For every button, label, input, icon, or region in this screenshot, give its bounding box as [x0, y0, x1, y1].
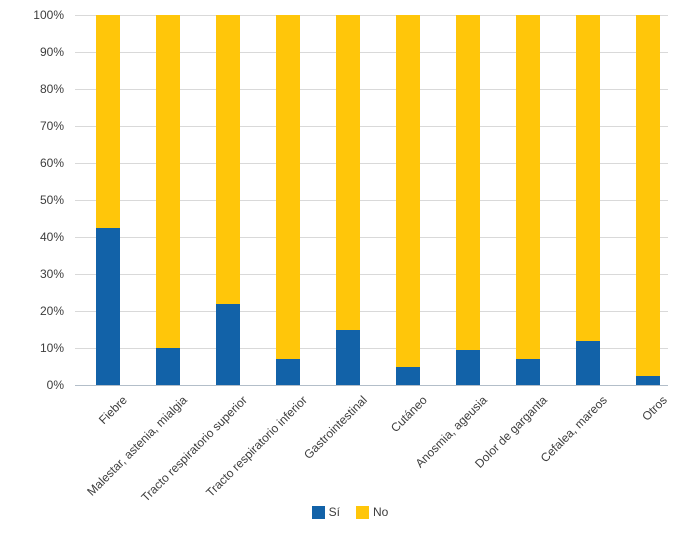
gridline-80 [75, 89, 668, 90]
legend-label-no: No [373, 505, 389, 519]
bar-segment-si-7 [515, 359, 540, 385]
gridline-30 [75, 274, 668, 275]
y-tick-label-20: 20% [39, 304, 64, 318]
bar-segment-si-3 [275, 359, 300, 385]
gridline-20 [75, 311, 668, 312]
bar-segment-si-8 [575, 340, 600, 385]
y-tick-label-90: 90% [39, 45, 64, 59]
y-tick-label-10: 10% [39, 341, 64, 355]
bar-segment-si-6 [455, 349, 480, 385]
y-tick-label-60: 60% [39, 156, 64, 170]
plot-area [75, 15, 668, 386]
legend-item-si: Sí [311, 505, 340, 519]
bar-segment-si-0 [95, 227, 120, 385]
bar-segment-no-5 [395, 15, 420, 367]
bar-segment-no-6 [455, 15, 480, 350]
bar-segment-no-2 [215, 15, 240, 304]
y-tick-label-40: 40% [39, 230, 64, 244]
bar-segment-si-9 [635, 375, 660, 385]
gridline-40 [75, 237, 668, 238]
legend-item-no: No [356, 505, 388, 519]
y-tick-label-70: 70% [39, 119, 64, 133]
gridline-90 [75, 52, 668, 53]
legend-swatch-no-icon [356, 505, 369, 519]
legend: Sí No [0, 505, 700, 519]
bar-segment-no-1 [155, 15, 180, 348]
legend-swatch-si-icon [311, 505, 325, 519]
gridline-10 [75, 348, 668, 349]
y-tick-label-80: 80% [39, 82, 64, 96]
bar-segment-si-4 [335, 329, 360, 385]
legend-label-si: Sí [328, 505, 340, 519]
gridline-50 [75, 200, 668, 201]
bar-segment-no-9 [635, 15, 660, 376]
y-tick-label-50: 50% [39, 193, 64, 207]
gridline-70 [75, 126, 668, 127]
y-tick-label-100: 100% [33, 8, 64, 22]
bar-segment-no-7 [515, 15, 540, 360]
bar-segment-no-4 [335, 15, 360, 330]
gridline-100 [75, 15, 668, 16]
bar-segment-no-3 [275, 15, 300, 360]
x-axis-line [75, 385, 668, 386]
bar-segment-no-8 [575, 15, 600, 341]
bar-segment-si-1 [155, 348, 180, 385]
bar-segment-si-2 [215, 303, 240, 385]
bar-segment-no-0 [95, 15, 120, 228]
gridline-60 [75, 163, 668, 164]
y-tick-label-0: 0% [46, 378, 64, 392]
y-tick-label-30: 30% [39, 267, 64, 281]
bar-segment-si-5 [395, 366, 420, 385]
